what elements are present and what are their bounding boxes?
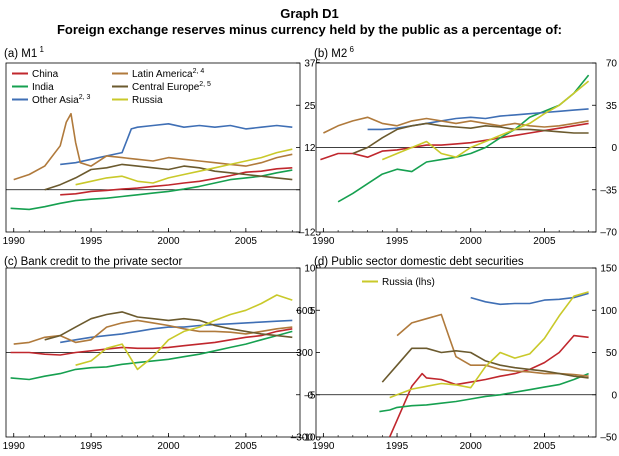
- x-tick-label: 2000: [157, 236, 180, 247]
- legend-label: Latin America2, 4: [132, 68, 204, 80]
- series-group: [10, 294, 293, 381]
- legend-footnote: 2, 4: [193, 68, 205, 75]
- legend-label: China: [32, 69, 59, 80]
- legend-footnote: 2, 5: [199, 81, 211, 88]
- x-tick-label: 2000: [460, 236, 483, 247]
- right-tick-label: 150: [600, 264, 617, 275]
- right-tick-label: 100: [304, 264, 321, 275]
- x-tick-label: 1990: [3, 236, 26, 247]
- right-tick-label: –125: [299, 228, 322, 239]
- panel-title: (d) Public sector domestic debt securiti…: [314, 256, 524, 268]
- right-tick-label: –70: [600, 228, 617, 239]
- x-tick-label: 1990: [312, 441, 335, 452]
- series-line-central-europe: [44, 163, 293, 191]
- right-tick-label: 0: [611, 390, 617, 401]
- x-tick-label: 2005: [533, 236, 556, 247]
- x-tick-label: 2005: [533, 441, 556, 452]
- legend-footnote: 2, 3: [79, 94, 91, 101]
- panel-3: (c) Bank credit to the private sector 199…: [3, 256, 322, 452]
- left-tick-label: –300: [291, 433, 314, 444]
- series-line-latin-america: [13, 112, 293, 181]
- left-tick-label: 600: [296, 306, 313, 317]
- panel-4: (d) Public sector domestic debt securiti…: [291, 256, 618, 452]
- legend-label: India: [32, 82, 54, 93]
- x-tick-label: 1995: [80, 236, 103, 247]
- series-line-central-europe: [44, 311, 293, 341]
- x-tick-label: 1995: [80, 441, 103, 452]
- series-line-russia: [381, 80, 590, 161]
- series-line-china: [10, 328, 293, 356]
- x-tick-label: 2005: [235, 236, 258, 247]
- series-line-russia: [75, 148, 293, 186]
- panel-title-footnote: 6: [347, 45, 354, 54]
- series-line-china: [60, 167, 293, 196]
- x-tick-label: 2005: [235, 441, 258, 452]
- legend-label: Russia: [132, 95, 163, 106]
- series-group: [379, 291, 589, 437]
- x-tick-label: 1995: [386, 441, 409, 452]
- panel-title-footnote: 1: [37, 45, 44, 54]
- legend-label: Central Europe2, 5: [132, 81, 211, 93]
- right-tick-label: –35: [600, 185, 617, 196]
- panel-title: (a) M1 1: [4, 45, 44, 60]
- right-tick-label: 50: [606, 348, 618, 359]
- plot-frame: [315, 267, 597, 438]
- panel-1: (a) M1 119901995200020053752501250–125Ch…: [3, 45, 322, 247]
- right-tick-label: –50: [304, 390, 321, 401]
- series-line-india: [337, 74, 590, 203]
- panel-title: (b) M2 6: [314, 45, 354, 60]
- series-line-india: [10, 330, 293, 381]
- series-line-central-europe: [381, 347, 589, 383]
- series-group: [320, 74, 590, 203]
- legend-label: Other Asia2, 3: [32, 94, 90, 106]
- series-line-latin-america: [323, 116, 589, 134]
- series-line-central-europe: [352, 122, 589, 155]
- figure-title: Graph D1: [280, 6, 339, 21]
- panel-title: (c) Bank credit to the private sector: [4, 256, 182, 268]
- figure-subtitle: Foreign exchange reserves minus currency…: [56, 22, 562, 37]
- right-tick-label: –50: [600, 433, 617, 444]
- legend-label: Russia (lhs): [382, 277, 435, 288]
- series-line-india: [379, 372, 589, 413]
- series-line-other-asia: [60, 123, 293, 166]
- series-group: [10, 112, 293, 211]
- x-tick-label: 1990: [3, 441, 26, 452]
- series-line-russia: [389, 291, 589, 399]
- series-line-russia: [75, 294, 293, 371]
- x-tick-label: 2000: [157, 441, 180, 452]
- left-tick-label: 300: [296, 348, 313, 359]
- right-tick-label: 250: [304, 101, 321, 112]
- left-tick-label: 0: [307, 390, 313, 401]
- panel-2: (b) M2 6 1990 1995 2000 2005 70 35 0 –35 –70: [312, 45, 617, 247]
- right-tick-label: –100: [299, 433, 322, 444]
- series-line-china: [388, 334, 589, 437]
- series-line-latin-america: [396, 313, 589, 377]
- right-tick-label: 375: [304, 59, 321, 70]
- right-tick-label: 125: [304, 143, 321, 154]
- series-line-india: [10, 169, 293, 211]
- x-tick-label: 1990: [312, 236, 335, 247]
- right-tick-label: 70: [606, 59, 618, 70]
- series-line-other-asia: [470, 292, 589, 306]
- right-tick-label: 100: [600, 306, 617, 317]
- right-tick-label: 35: [606, 101, 618, 112]
- x-tick-label: 1995: [386, 236, 409, 247]
- x-tick-label: 2000: [460, 441, 483, 452]
- right-tick-label: 0: [611, 143, 617, 154]
